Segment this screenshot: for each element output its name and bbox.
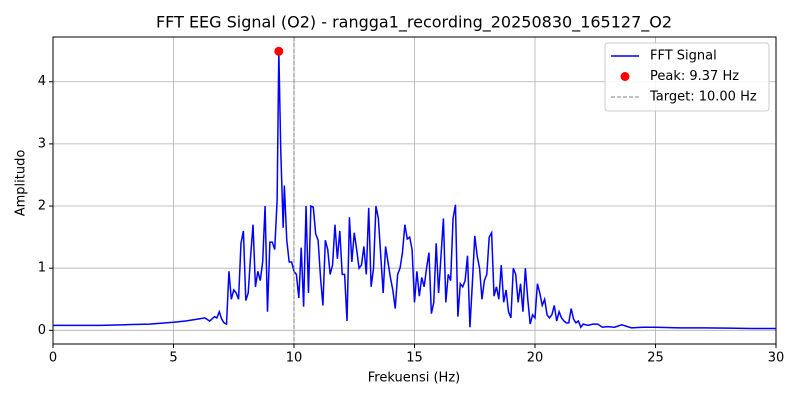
legend-box <box>604 42 770 112</box>
x-tick-label: 0 <box>49 351 57 366</box>
peak-marker <box>274 46 284 56</box>
x-tick-label: 5 <box>169 351 177 366</box>
legend-label: Peak: 9.37 Hz <box>650 69 739 84</box>
y-tick-label: 4 <box>38 74 46 89</box>
legend-label: Target: 10.00 Hz <box>649 90 757 105</box>
x-tick-label: 25 <box>647 351 664 366</box>
x-tick-label: 10 <box>286 351 303 366</box>
fft-line <box>53 51 776 330</box>
legend-label: FFT Signal <box>650 49 717 64</box>
y-tick-label: 0 <box>38 323 46 338</box>
y-axis-label: Amplitudo <box>14 150 29 217</box>
chart-title: FFT EEG Signal (O2) - rangga1_recording_… <box>156 13 672 33</box>
x-axis-label: Frekuensi (Hz) <box>368 371 460 386</box>
y-tick-label: 1 <box>38 261 46 276</box>
x-tick-label: 30 <box>768 351 785 366</box>
x-tick-label: 15 <box>406 351 423 366</box>
x-tick-label: 20 <box>527 351 544 366</box>
legend-marker <box>620 72 630 81</box>
y-tick-label: 3 <box>38 136 46 151</box>
plot-frame <box>52 36 777 345</box>
y-tick-label: 2 <box>38 199 46 214</box>
